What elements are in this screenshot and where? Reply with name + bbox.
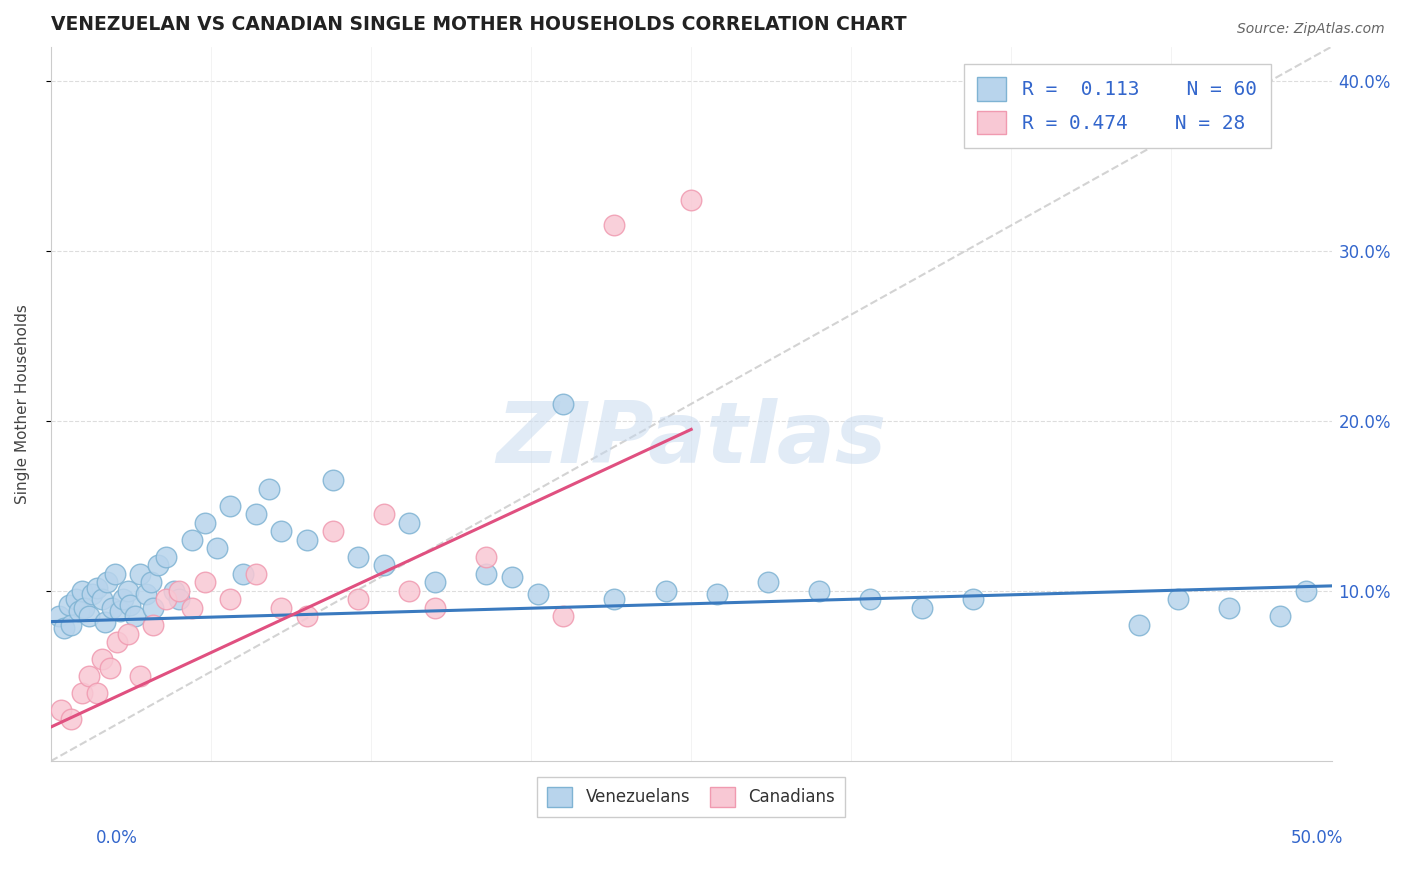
Point — [65, 592, 87, 607]
Point — [232, 566, 254, 581]
Point — [423, 601, 446, 615]
Point — [398, 584, 420, 599]
Point — [80, 587, 103, 601]
Point — [135, 587, 157, 601]
Point — [180, 601, 202, 615]
Point — [1167, 592, 1189, 607]
Point — [142, 601, 165, 615]
Legend: Venezuelans, Canadians: Venezuelans, Canadians — [537, 777, 845, 817]
Point — [475, 549, 498, 564]
Point — [603, 592, 626, 607]
Point — [101, 601, 124, 615]
Point — [553, 397, 575, 411]
Point — [77, 669, 100, 683]
Text: 50.0%: 50.0% — [1291, 829, 1343, 847]
Point — [70, 686, 93, 700]
Point — [295, 533, 318, 547]
Point — [1270, 609, 1292, 624]
Point — [117, 584, 139, 599]
Point — [96, 575, 118, 590]
Point — [219, 499, 242, 513]
Point — [58, 598, 80, 612]
Point — [475, 566, 498, 581]
Point — [603, 219, 626, 233]
Point — [706, 587, 728, 601]
Point — [70, 584, 93, 599]
Point — [347, 549, 370, 564]
Text: Source: ZipAtlas.com: Source: ZipAtlas.com — [1237, 22, 1385, 37]
Point — [49, 703, 72, 717]
Point — [108, 604, 131, 618]
Point — [1295, 584, 1317, 599]
Point — [167, 584, 190, 599]
Point — [322, 474, 344, 488]
Point — [962, 592, 984, 607]
Point — [148, 558, 170, 573]
Point — [347, 592, 370, 607]
Point — [756, 575, 779, 590]
Point — [322, 524, 344, 539]
Point — [86, 686, 108, 700]
Point — [60, 618, 83, 632]
Point — [60, 712, 83, 726]
Point — [654, 584, 676, 599]
Point — [193, 516, 215, 530]
Point — [219, 592, 242, 607]
Y-axis label: Single Mother Households: Single Mother Households — [15, 304, 30, 504]
Point — [73, 601, 96, 615]
Point — [859, 592, 882, 607]
Point — [111, 592, 134, 607]
Point — [117, 626, 139, 640]
Point — [207, 541, 229, 556]
Text: 0.0%: 0.0% — [96, 829, 138, 847]
Point — [526, 587, 548, 601]
Point — [681, 193, 703, 207]
Point — [180, 533, 202, 547]
Point — [48, 609, 70, 624]
Point — [98, 660, 121, 674]
Point — [52, 621, 75, 635]
Point — [553, 609, 575, 624]
Point — [91, 592, 114, 607]
Point — [808, 584, 831, 599]
Point — [245, 508, 267, 522]
Point — [373, 508, 395, 522]
Point — [91, 652, 114, 666]
Point — [423, 575, 446, 590]
Point — [911, 601, 934, 615]
Point — [1128, 618, 1150, 632]
Point — [270, 601, 292, 615]
Point — [67, 604, 90, 618]
Point — [193, 575, 215, 590]
Text: VENEZUELAN VS CANADIAN SINGLE MOTHER HOUSEHOLDS CORRELATION CHART: VENEZUELAN VS CANADIAN SINGLE MOTHER HOU… — [51, 15, 907, 34]
Point — [257, 482, 280, 496]
Text: ZIPatlas: ZIPatlas — [496, 398, 886, 481]
Point — [124, 609, 146, 624]
Point — [104, 566, 127, 581]
Point — [163, 584, 186, 599]
Point — [86, 581, 108, 595]
Point — [155, 549, 177, 564]
Point — [245, 566, 267, 581]
Point — [77, 609, 100, 624]
Point — [93, 615, 115, 629]
Point — [398, 516, 420, 530]
Point — [373, 558, 395, 573]
Point — [107, 635, 129, 649]
Point — [139, 575, 162, 590]
Point — [129, 566, 152, 581]
Point — [295, 609, 318, 624]
Point — [167, 592, 190, 607]
Point — [120, 598, 142, 612]
Point — [142, 618, 165, 632]
Point — [1218, 601, 1240, 615]
Point — [270, 524, 292, 539]
Point — [501, 570, 523, 584]
Point — [155, 592, 177, 607]
Point — [129, 669, 152, 683]
